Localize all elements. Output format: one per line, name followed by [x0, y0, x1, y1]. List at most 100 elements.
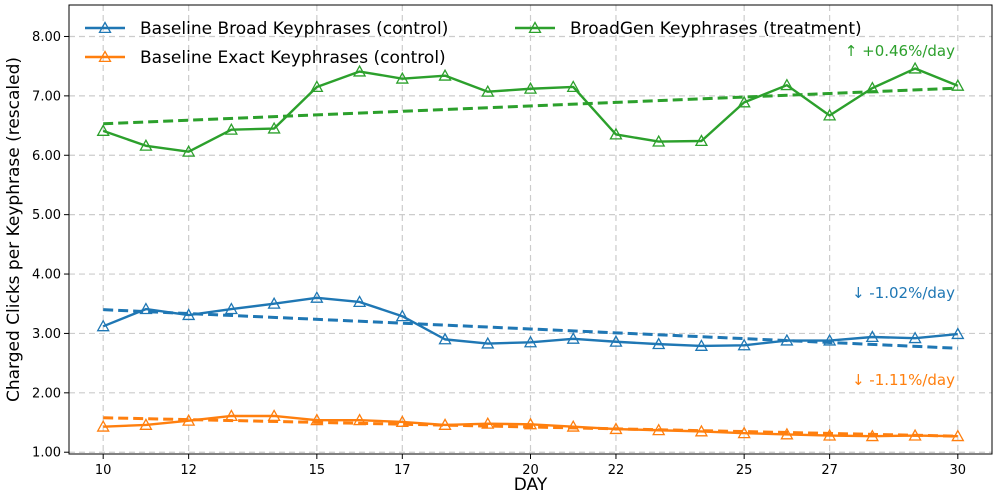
data-point — [224, 409, 238, 422]
legend-marker — [98, 50, 112, 63]
data-point — [395, 71, 409, 84]
data-point — [310, 80, 324, 93]
data-point — [352, 295, 367, 308]
data-point — [652, 337, 666, 350]
trend-annotation: ↓ -1.11%/day — [852, 371, 955, 389]
x-tick-label: 27 — [821, 463, 838, 478]
data-point — [395, 415, 409, 427]
y-tick-label: 8.00 — [32, 30, 61, 45]
data-point — [737, 95, 751, 108]
data-point — [609, 127, 623, 140]
data-point — [865, 330, 879, 343]
data-point — [96, 124, 110, 136]
legend-item-baseline-broad-keyphrases-control: Baseline Broad Keyphrases (control) — [85, 19, 448, 39]
trend-annotations: ↓ -1.02%/day ↓ -1.11%/day ↑ +0.46%/day — [845, 42, 955, 389]
series-line — [102, 67, 959, 153]
x-tick-label: 30 — [950, 463, 967, 478]
y-tick-label: 6.00 — [32, 149, 61, 164]
legend: Baseline Broad Keyphrases (control) Broad… — [85, 19, 862, 68]
x-tick-label: 25 — [736, 463, 753, 478]
series-baseline-broad-keyphrases-control — [96, 290, 965, 351]
data-point — [438, 68, 452, 81]
data-point — [694, 134, 709, 147]
data-point — [566, 419, 580, 432]
trend-annotation: ↓ -1.02%/day — [852, 284, 955, 302]
data-point — [951, 429, 965, 442]
data-point — [481, 416, 495, 429]
legend-item-baseline-exact-keyphrases-control: Baseline Exact Keyphrases (control) — [85, 48, 446, 68]
data-point — [780, 333, 794, 346]
y-tick-label: 3.00 — [32, 327, 61, 342]
data-point — [908, 61, 922, 74]
data-point — [523, 335, 538, 348]
trend-lines — [103, 86, 958, 438]
series-broadgen-keyphrases-treatment — [96, 61, 965, 157]
y-tick-label: 4.00 — [32, 268, 61, 283]
data-point — [310, 413, 324, 426]
data-point — [609, 422, 623, 435]
series-line — [102, 296, 958, 348]
data-point — [737, 338, 751, 351]
y-tick-label: 1.00 — [32, 446, 61, 461]
data-point — [139, 302, 153, 315]
data-point — [523, 417, 538, 430]
y-axis-label: Charged Clicks per Keyphrase (rescaled) — [4, 57, 24, 402]
data-point — [694, 424, 709, 437]
legend-item-broadgen-keyphrases-treatment: BroadGen Keyphrases (treatment) — [515, 19, 862, 39]
data-point — [96, 319, 110, 332]
data-point — [780, 427, 794, 440]
y-tick-label: 5.00 — [32, 208, 61, 223]
legend-label: BroadGen Keyphrases (treatment) — [570, 19, 862, 39]
data-point — [908, 428, 922, 441]
legend-label: Baseline Broad Keyphrases (control) — [140, 19, 448, 39]
x-axis-label: DAY — [514, 475, 548, 495]
y-tick-label: 2.00 — [32, 386, 61, 401]
data-point — [182, 144, 196, 157]
data-series — [96, 61, 965, 442]
x-tick-label: 20 — [522, 463, 539, 478]
data-point — [267, 121, 281, 134]
x-tick-label: 12 — [180, 463, 197, 478]
data-point — [609, 334, 623, 347]
data-point — [481, 84, 495, 97]
y-tick-label: 7.00 — [32, 89, 61, 104]
data-point — [566, 80, 580, 93]
data-point — [267, 409, 281, 422]
data-point — [780, 78, 794, 91]
grid-lines — [69, 5, 992, 454]
data-point — [438, 332, 452, 345]
data-point — [438, 418, 452, 430]
data-point — [352, 64, 367, 77]
data-point — [566, 331, 580, 344]
data-point — [865, 81, 879, 94]
data-point — [96, 419, 110, 432]
data-point — [139, 138, 153, 151]
data-point — [652, 134, 666, 147]
data-point — [224, 302, 238, 315]
legend-marker — [98, 21, 112, 34]
data-point — [951, 327, 965, 340]
data-point — [823, 428, 837, 441]
x-tick-label: 17 — [394, 463, 411, 478]
x-tick-label: 10 — [95, 463, 112, 478]
data-point — [267, 296, 281, 309]
data-point — [951, 78, 965, 91]
trend-line-broadgen-keyphrases-treatment — [103, 86, 958, 126]
data-point — [737, 426, 751, 439]
data-point — [352, 413, 367, 426]
data-point — [694, 339, 709, 351]
legend-marker — [528, 21, 542, 34]
data-point — [523, 81, 538, 94]
trend-annotation: ↑ +0.46%/day — [845, 42, 955, 60]
y-axis-ticks: 1.00 2.00 3.00 4.00 5.00 6.00 7.00 8.00 — [32, 30, 69, 461]
trend-line-baseline-broad-keyphrases-control — [103, 308, 958, 350]
data-point — [224, 122, 238, 135]
x-tick-label: 22 — [608, 463, 625, 478]
series-baseline-exact-keyphrases-control — [96, 409, 965, 442]
data-point — [823, 333, 837, 346]
data-point — [908, 331, 922, 344]
data-point — [652, 423, 666, 436]
data-point — [139, 418, 153, 430]
data-point — [865, 429, 879, 442]
